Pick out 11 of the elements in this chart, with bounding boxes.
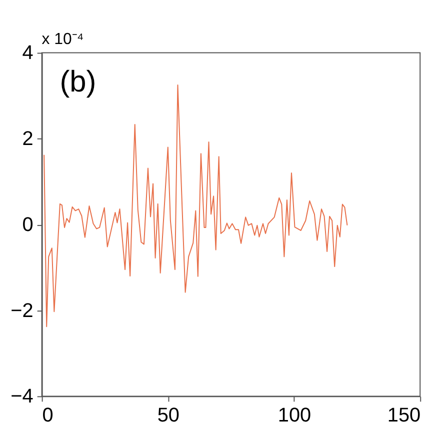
y-tick-label: 2: [22, 128, 34, 150]
x-tick-label: 100: [278, 404, 312, 427]
x-tick-label: 150: [387, 404, 421, 427]
y-tick-label: 0: [22, 214, 34, 236]
y-tick-label: −4: [10, 386, 34, 408]
y-tick-label: 4: [22, 42, 34, 64]
text: x 10⁻⁴: [42, 30, 84, 48]
y-tick-label: −2: [10, 300, 34, 322]
x-tick-label: 50: [157, 404, 180, 427]
annotation: (b): [60, 66, 96, 99]
x-tick-label: 0: [42, 404, 54, 427]
